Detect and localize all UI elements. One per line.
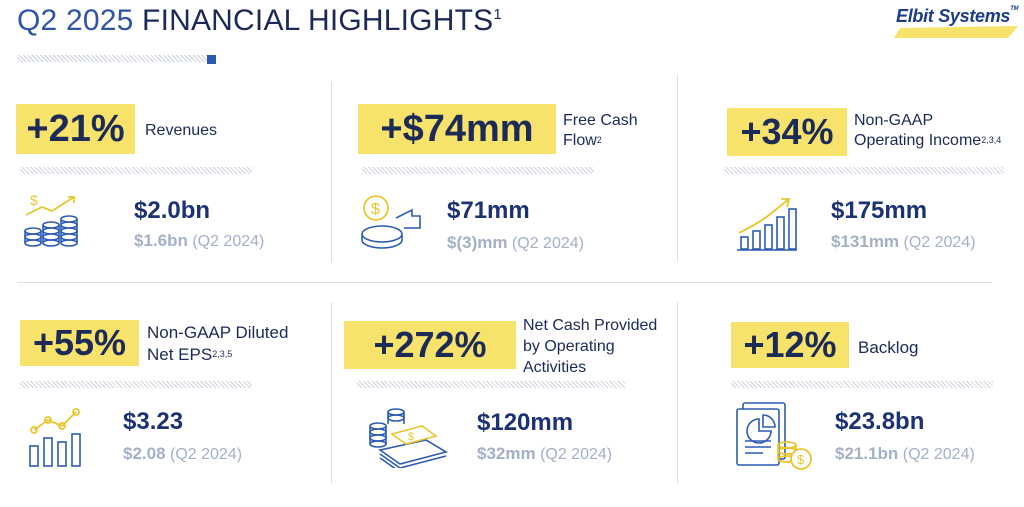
revenues-change-badge: +21% (16, 104, 135, 154)
logo-swoosh-icon (894, 26, 1018, 38)
eps-change-badge: +55% (20, 320, 139, 366)
title-underline (17, 55, 207, 62)
operating-income-prior-value: $131mm (Q2 2024) (831, 232, 976, 251)
eps-current-value: $3.23 (123, 408, 184, 435)
eps-prior-value: $2.08 (Q2 2024) (123, 444, 243, 463)
revenues-label: Revenues (145, 122, 218, 139)
divider-vertical (331, 82, 332, 262)
title-period: Q2 2025 (17, 4, 134, 37)
operating-income-current-value: $175mm (831, 197, 928, 224)
company-logo: Elbit SystemsTM (896, 6, 1019, 26)
title-underline-marker (207, 55, 216, 64)
title-text: FINANCIAL HIGHLIGHTS (142, 4, 494, 37)
divider-horizontal (17, 282, 992, 283)
divider-vertical (331, 302, 332, 484)
revenues-current-value: $2.0bn (134, 197, 211, 224)
divider-vertical (677, 75, 678, 262)
operating-cash-label: Net Cash Provided by Operating Activities (523, 317, 658, 376)
operating-income-change-badge: +34% (727, 108, 847, 156)
hatch-divider (20, 167, 252, 174)
hatch-divider (357, 381, 625, 388)
fcf-current-value: $71mm (447, 197, 530, 224)
divider-vertical (677, 302, 678, 484)
page-title: Q2 2025 FINANCIAL HIGHLIGHTS1 (17, 4, 502, 38)
fcf-change-badge: +$74mm (358, 104, 556, 154)
revenue-coins-icon: $ (24, 193, 78, 247)
backlog-report-icon: $ (736, 402, 812, 470)
cash-flow-icon: $ (361, 195, 421, 249)
backlog-change-badge: +12% (731, 322, 849, 368)
backlog-label: Backlog (858, 338, 919, 357)
hatch-divider (362, 167, 594, 174)
svg-text:$: $ (408, 431, 414, 443)
operating-cash-prior-value: $32mm (Q2 2024) (477, 444, 613, 463)
eps-chart-icon (29, 408, 81, 467)
fcf-prior-value: $(3)mm (Q2 2024) (447, 233, 584, 252)
eps-label: Non-GAAP Diluted Net EPS2,3,5 (147, 323, 289, 364)
operating-cash-current-value: $120mm (477, 409, 574, 436)
cash-stack-icon: $ (369, 408, 449, 468)
backlog-prior-value: $21.1bn (Q2 2024) (835, 444, 975, 463)
operating-income-label: Non-GAAP Operating Income2,3,4 (854, 112, 1002, 149)
backlog-current-value: $23.8bn (835, 408, 925, 435)
hatch-divider (724, 167, 1004, 174)
revenues-prior-value: $1.6bn (Q2 2024) (134, 231, 265, 250)
title-footnote: 1 (493, 6, 502, 23)
hatch-divider (731, 381, 993, 388)
fcf-label: Free Cash Flow2 (563, 112, 638, 149)
hatch-divider (20, 381, 252, 388)
svg-text:$: $ (371, 201, 380, 218)
operating-cash-change-badge: +272% (344, 321, 516, 369)
growth-bars-icon (737, 198, 797, 251)
svg-text:$: $ (30, 193, 38, 208)
svg-text:$: $ (797, 452, 805, 467)
